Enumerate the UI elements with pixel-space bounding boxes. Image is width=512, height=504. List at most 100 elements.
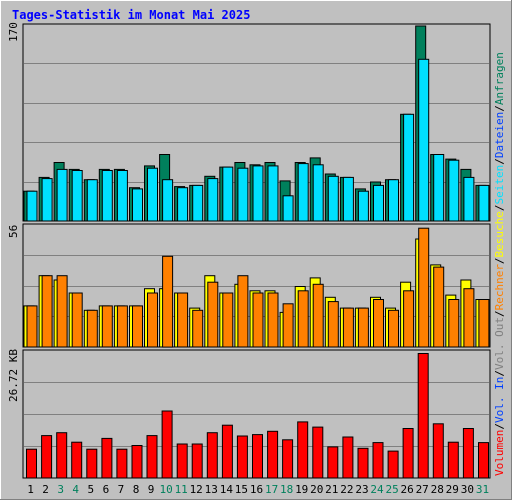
x-tick-label: 7 bbox=[118, 483, 125, 496]
bar-volumen-day-15 bbox=[236, 435, 248, 479]
bar-dateien-day-6 bbox=[101, 170, 113, 222]
bar-rechner-day-2 bbox=[41, 275, 53, 348]
bar-dateien-day-7 bbox=[116, 170, 128, 222]
x-tick-label: 13 bbox=[205, 483, 218, 496]
legend-vol-out: Vol. Out bbox=[493, 317, 506, 370]
x-tick-label: 28 bbox=[431, 483, 444, 496]
bar-volumen-day-13 bbox=[206, 432, 218, 479]
x-tick-label: 17 bbox=[265, 483, 278, 496]
bar-volumen-day-12 bbox=[191, 443, 203, 479]
right-legend-text: Volumen/Vol. In/Vol. Out/Rechner/Besuche… bbox=[493, 52, 506, 476]
bar-rechner-day-26 bbox=[403, 290, 415, 348]
legend-sep-7: / bbox=[493, 105, 506, 112]
bar-volumen-day-19 bbox=[297, 421, 309, 479]
bar-rechner-day-25 bbox=[388, 309, 399, 348]
bar-rechner-day-29 bbox=[448, 299, 460, 348]
bar-dateien-day-3 bbox=[56, 168, 68, 222]
bar-volumen-day-3 bbox=[56, 432, 68, 479]
bar-dateien-day-19 bbox=[297, 163, 309, 222]
bar-volumen-day-21 bbox=[327, 446, 339, 479]
bar-rechner-day-17 bbox=[267, 292, 279, 348]
x-tick-label: 18 bbox=[280, 483, 293, 496]
x-tick-label: 30 bbox=[461, 483, 474, 496]
bar-rechner-day-21 bbox=[327, 301, 339, 348]
bar-rechner-day-6 bbox=[101, 305, 113, 348]
bar-rechner-day-13 bbox=[207, 281, 219, 348]
bar-rechner-day-22 bbox=[342, 307, 354, 348]
bar-volumen-day-7 bbox=[116, 448, 128, 479]
bar-rechner-day-5 bbox=[86, 309, 98, 348]
panel-3-y-max-label: 26.72 KB bbox=[7, 349, 20, 402]
bar-volumen-day-18 bbox=[282, 439, 294, 479]
bar-rechner-day-16 bbox=[252, 292, 264, 348]
bar-volumen-day-20 bbox=[312, 426, 324, 479]
bar-dateien-day-12 bbox=[192, 184, 204, 222]
panel-volumen: 26.72 KB bbox=[7, 349, 491, 479]
bar-rechner-day-28 bbox=[433, 266, 445, 348]
bar-rechner-day-30 bbox=[463, 288, 475, 348]
bar-volumen-day-17 bbox=[267, 430, 279, 479]
bar-rechner-day-31 bbox=[478, 299, 490, 348]
x-tick-label: 23 bbox=[355, 483, 368, 496]
x-tick-label: 26 bbox=[400, 483, 413, 496]
x-tick-label: 5 bbox=[87, 483, 94, 496]
bar-volumen-day-31 bbox=[478, 442, 489, 479]
x-tick-label: 1 bbox=[27, 483, 34, 496]
bar-dateien-day-28 bbox=[433, 154, 445, 222]
bar-dateien-day-5 bbox=[86, 179, 98, 222]
legend-sep-2: / bbox=[493, 370, 506, 377]
legend-sep-6: / bbox=[493, 158, 506, 165]
bar-dateien-day-20 bbox=[312, 164, 324, 222]
bar-volumen-day-5 bbox=[86, 448, 98, 479]
bar-rechner-day-9 bbox=[147, 292, 158, 348]
bar-dateien-day-16 bbox=[252, 165, 264, 222]
bar-rechner-day-23 bbox=[357, 307, 369, 348]
x-tick-label: 12 bbox=[190, 483, 203, 496]
bar-dateien-day-17 bbox=[267, 165, 279, 222]
bar-dateien-day-10 bbox=[162, 179, 174, 222]
bar-volumen-day-30 bbox=[462, 428, 474, 479]
bar-dateien-day-11 bbox=[177, 187, 189, 222]
legend-rechner: Rechner bbox=[493, 264, 506, 311]
x-tick-label: 3 bbox=[57, 483, 64, 496]
x-tick-label: 29 bbox=[446, 483, 459, 496]
legend-dateien: Dateien bbox=[493, 112, 506, 158]
bar-rechner-day-10 bbox=[162, 255, 174, 348]
x-tick-label: 31 bbox=[476, 483, 489, 496]
legend-seiten: Seiten bbox=[493, 165, 506, 205]
legend-volumen: Volumen bbox=[493, 430, 506, 476]
bar-dateien-day-25 bbox=[388, 179, 399, 222]
bar-dateien-day-26 bbox=[403, 113, 415, 222]
x-tick-label: 19 bbox=[295, 483, 308, 496]
bar-volumen-day-29 bbox=[447, 441, 459, 479]
bar-rechner-day-12 bbox=[192, 309, 204, 348]
x-tick-label: 24 bbox=[370, 483, 384, 496]
x-tick-label: 27 bbox=[416, 483, 429, 496]
bar-volumen-day-2 bbox=[41, 435, 53, 479]
bar-rechner-day-15 bbox=[237, 275, 249, 348]
chart-title: Tages-Statistik im Monat Mai 2025 bbox=[12, 8, 250, 22]
bar-rechner-day-1 bbox=[26, 305, 38, 348]
bar-volumen-day-1 bbox=[26, 448, 37, 479]
legend-besuche: Besuche bbox=[493, 211, 506, 257]
bar-rechner-day-19 bbox=[297, 290, 309, 348]
x-tick-label: 22 bbox=[340, 483, 353, 496]
bar-dateien-day-4 bbox=[71, 170, 83, 222]
bar-volumen-day-25 bbox=[387, 450, 399, 479]
x-tick-label: 21 bbox=[325, 483, 338, 496]
x-tick-label: 4 bbox=[72, 483, 79, 496]
x-axis-day-labels: 1 2 3 4 5 6 7 8 9 10 11 12 13 14 15 16 17 18 19 20 21 22 23 24 2… bbox=[27, 483, 489, 496]
bar-dateien-day-30 bbox=[463, 176, 475, 222]
bar-volumen-day-11 bbox=[176, 443, 188, 479]
bar-dateien-day-22 bbox=[342, 176, 354, 222]
panel-1-bars bbox=[23, 25, 490, 222]
panel-2-y-max-label: 56 bbox=[7, 225, 20, 238]
right-legend: Volumen/Vol. In/Vol. Out/Rechner/Besuche… bbox=[493, 52, 506, 476]
bar-volumen-day-10 bbox=[161, 410, 173, 479]
bar-dateien-day-2 bbox=[41, 178, 53, 222]
x-tick-label: 20 bbox=[310, 483, 323, 496]
x-tick-label: 15 bbox=[235, 483, 248, 496]
legend-sep-1: / bbox=[493, 423, 506, 430]
